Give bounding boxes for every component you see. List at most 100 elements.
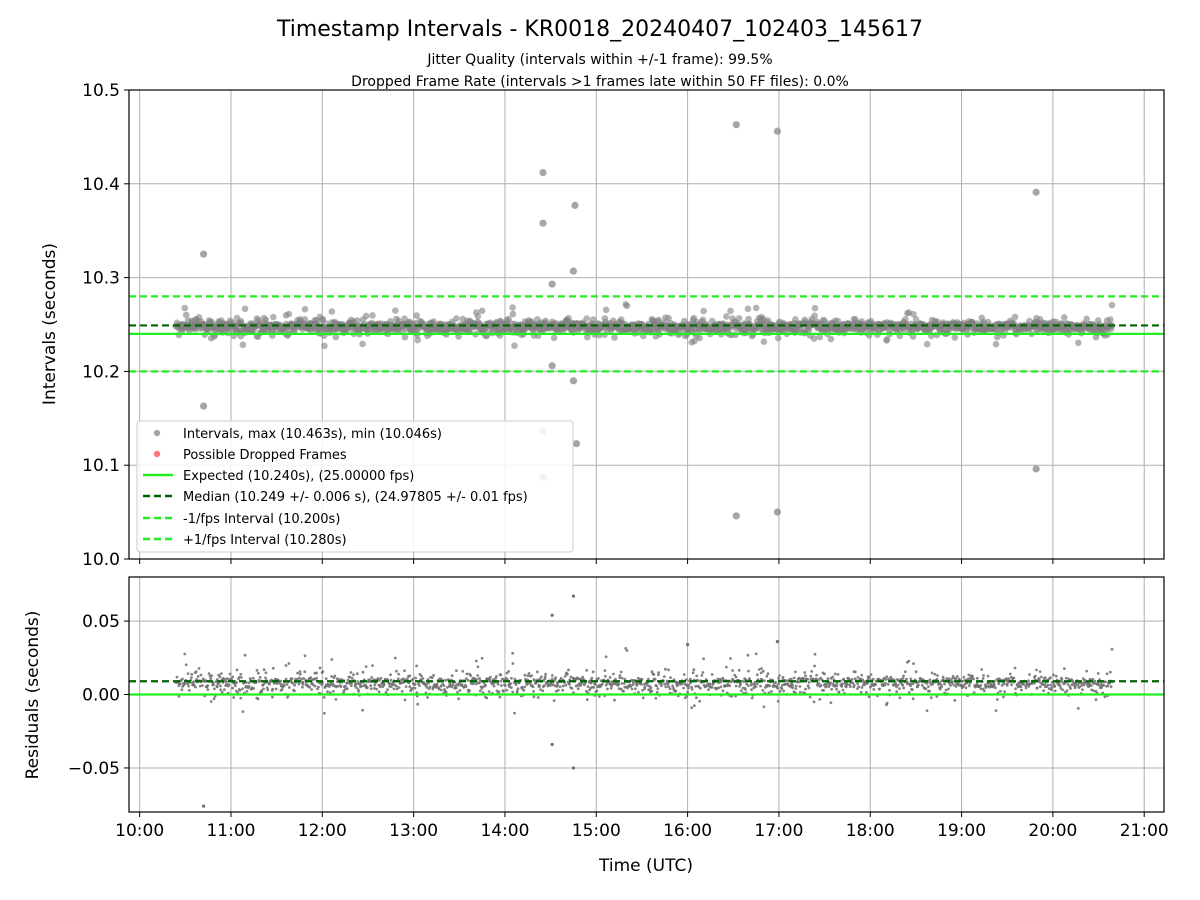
residual-point	[878, 687, 881, 691]
residual-point	[1038, 670, 1042, 673]
residual-point	[1021, 682, 1025, 686]
residual-point	[612, 672, 615, 676]
interval-point	[182, 311, 190, 319]
residual-point	[1059, 686, 1063, 690]
residual-point	[1066, 683, 1070, 686]
residual-point	[291, 681, 295, 685]
residual-point	[622, 682, 626, 685]
residual-point	[498, 695, 502, 699]
interval-point	[262, 316, 270, 324]
residual-point	[810, 670, 814, 673]
residual-point	[618, 674, 622, 677]
residual-point	[823, 672, 826, 676]
legend-label-expected: Expected (10.240s), (25.00000 fps)	[183, 469, 414, 484]
residual-point	[523, 685, 527, 689]
residual-point	[220, 690, 224, 694]
residual-point	[408, 685, 412, 689]
residual-point	[460, 683, 464, 687]
residual-point	[511, 690, 515, 694]
interval-outlier-point	[732, 121, 740, 129]
interval-outlier-point	[199, 402, 208, 410]
intervals-panel: 10.0 10.1 10.2 10.3 10.4 10.5 Intervals (seco…	[40, 81, 1165, 570]
residual-point	[428, 685, 432, 689]
residual-point	[503, 684, 507, 687]
residual-point	[476, 674, 480, 677]
residuals-ytick-label-1: 0.00	[82, 686, 120, 706]
residual-point	[384, 691, 388, 694]
residual-point	[789, 677, 793, 681]
interval-point	[453, 315, 460, 322]
residual-outlier-point	[550, 613, 554, 617]
residual-point	[947, 687, 950, 691]
residual-point	[719, 685, 723, 689]
residual-point	[535, 670, 539, 674]
residual-point	[301, 682, 305, 686]
residual-point	[344, 684, 347, 688]
residual-point	[369, 687, 373, 691]
interval-outlier-point	[569, 267, 578, 275]
interval-point	[354, 317, 361, 324]
residual-point	[266, 688, 270, 692]
residual-point	[550, 674, 554, 677]
residual-point	[322, 696, 326, 699]
residual-point	[478, 689, 482, 693]
residual-point	[687, 683, 691, 687]
residual-point	[755, 682, 759, 686]
residual-point	[298, 670, 302, 673]
residual-point	[851, 681, 855, 685]
residual-point	[1035, 686, 1039, 690]
interval-point	[362, 312, 370, 320]
residual-point	[252, 687, 256, 690]
residual-point	[261, 683, 265, 687]
residual-point	[209, 700, 213, 703]
residual-point	[395, 684, 398, 688]
residual-point	[1064, 676, 1068, 680]
residual-point	[439, 684, 443, 688]
residual-point	[227, 683, 231, 687]
residual-point	[619, 687, 623, 691]
residual-point	[523, 673, 527, 677]
residual-point	[589, 681, 593, 685]
residual-point	[1091, 678, 1095, 681]
residual-point	[469, 674, 473, 677]
residual-point	[323, 711, 326, 715]
residual-point	[238, 689, 242, 692]
residual-point	[585, 698, 589, 701]
residual-point	[763, 679, 766, 683]
residual-point	[309, 676, 313, 679]
residual-point	[610, 680, 614, 684]
residual-point	[1047, 687, 1051, 690]
residual-point	[591, 670, 595, 674]
residual-point	[859, 690, 863, 694]
residual-point	[207, 672, 211, 675]
residual-point	[396, 677, 400, 681]
residual-point	[725, 665, 728, 669]
interval-point	[509, 310, 517, 318]
residual-point	[1069, 687, 1072, 690]
residual-point	[860, 686, 864, 689]
residual-point	[561, 688, 565, 692]
residual-point	[543, 675, 547, 679]
interval-point	[727, 307, 734, 315]
residual-point	[219, 672, 223, 675]
residual-point	[330, 675, 333, 678]
residual-point	[554, 676, 557, 680]
residual-point	[403, 698, 407, 702]
residual-point	[928, 689, 931, 693]
residual-point	[349, 684, 353, 687]
intervals-ytick-label-5: 10.5	[82, 81, 120, 101]
residual-point	[232, 696, 236, 699]
residual-point	[967, 673, 971, 677]
residual-point	[753, 680, 757, 684]
residual-point	[552, 699, 556, 702]
residual-point	[829, 681, 832, 684]
residual-point	[464, 685, 468, 689]
residual-point	[539, 688, 542, 691]
residual-point	[617, 682, 620, 686]
interval-point	[811, 312, 818, 320]
residual-point	[700, 674, 704, 677]
residual-point	[845, 682, 849, 686]
residual-point	[609, 686, 613, 690]
residual-point	[639, 682, 643, 686]
residual-point	[294, 677, 297, 681]
